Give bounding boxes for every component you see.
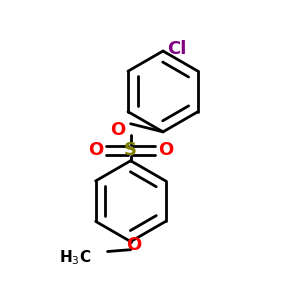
Text: H$_3$C: H$_3$C <box>59 248 92 267</box>
Text: O: O <box>158 141 174 159</box>
Text: O: O <box>127 236 142 254</box>
Text: S: S <box>124 141 137 159</box>
Text: O: O <box>88 141 103 159</box>
Text: Cl: Cl <box>168 40 187 58</box>
Text: O: O <box>110 121 126 139</box>
